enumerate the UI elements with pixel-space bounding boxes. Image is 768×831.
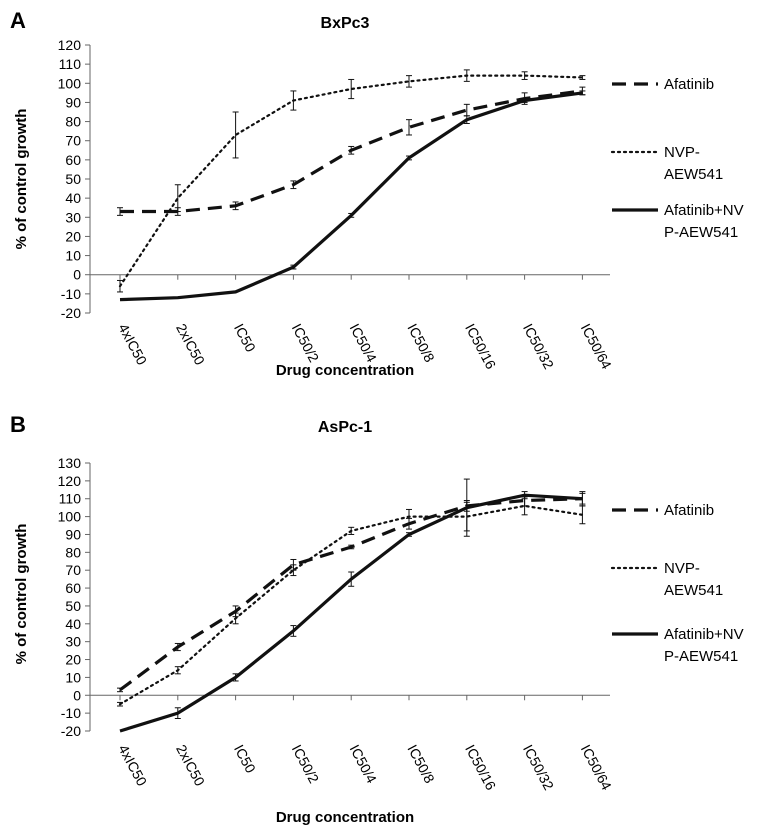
y-tick-label: 80 — [65, 114, 81, 130]
x-tick-label: 4xIC50 — [115, 742, 150, 789]
y-tick-label: 40 — [65, 190, 81, 206]
x-tick-label: 2xIC50 — [173, 742, 208, 789]
panel-letter-a: A — [10, 8, 26, 33]
y-tick-label: 110 — [59, 491, 82, 507]
series-line-nvp-aew541 — [118, 504, 584, 706]
x-axis-title: Drug concentration — [276, 362, 414, 379]
legend-label-afatinib: Afatinib — [664, 76, 714, 93]
x-tick-label: IC50 — [231, 742, 259, 776]
x-tick-label: IC50/16 — [462, 321, 499, 372]
x-tick-label: IC50/64 — [578, 742, 615, 793]
y-tick-label: -10 — [61, 286, 81, 302]
panel-letter-b: B — [10, 412, 26, 437]
y-tick-label: -20 — [61, 723, 81, 739]
legend-label-nvp-aew541: NVP-AEW541 — [664, 144, 723, 183]
x-tick-label: 4xIC50 — [115, 321, 150, 368]
x-tick-label: IC50/8 — [404, 321, 438, 365]
x-tick-label: 2xIC50 — [173, 321, 208, 368]
y-tick-label: 70 — [65, 562, 81, 578]
y-tick-label: 90 — [65, 94, 81, 110]
y-tick-label: 120 — [58, 37, 82, 53]
y-tick-label: 60 — [65, 580, 81, 596]
y-tick-label: 20 — [65, 228, 81, 244]
y-tick-label: 0 — [73, 267, 81, 283]
chart-title: BxPc3 — [321, 15, 370, 32]
x-tick-label: IC50/4 — [347, 321, 381, 365]
x-tick-label: IC50/64 — [578, 321, 615, 372]
y-tick-label: 100 — [58, 75, 82, 91]
x-tick-label: IC50/16 — [462, 742, 499, 793]
chart-title: AsPc-1 — [318, 419, 372, 436]
y-tick-label: 120 — [58, 473, 82, 489]
y-tick-label: -10 — [61, 705, 81, 721]
y-tick-label: 100 — [58, 509, 82, 525]
series-line-afatinib-nvp-aew541 — [119, 91, 583, 302]
x-tick-label: IC50/32 — [520, 321, 557, 372]
x-tick-label: IC50 — [231, 321, 259, 355]
y-tick-label: 10 — [65, 248, 81, 264]
y-tick-label: 90 — [65, 526, 81, 542]
legend-label-afatinib-nvp-aew541: Afatinib+NV P-AEW541 — [664, 202, 744, 241]
y-tick-label: -20 — [61, 305, 81, 321]
x-tick-label: IC50/2 — [289, 742, 323, 786]
y-tick-label: 30 — [65, 209, 81, 225]
y-tick-label: 10 — [65, 669, 81, 685]
x-tick-label: IC50/32 — [520, 742, 557, 793]
y-tick-label: 130 — [58, 455, 82, 471]
legend-label-nvp-aew541: NVP-AEW541 — [664, 560, 723, 599]
y-tick-label: 50 — [65, 171, 81, 187]
x-tick-label: IC50/8 — [404, 742, 438, 786]
x-tick-label: IC50/2 — [289, 321, 323, 365]
y-tick-label: 80 — [65, 544, 81, 560]
y-tick-label: 110 — [59, 56, 82, 72]
legend-label-afatinib-nvp-aew541: Afatinib+NV P-AEW541 — [664, 626, 744, 665]
y-tick-label: 60 — [65, 152, 81, 168]
x-axis-title: Drug concentration — [276, 809, 414, 826]
x-tick-label: IC50/4 — [347, 742, 381, 786]
y-tick-label: 40 — [65, 616, 81, 632]
y-tick-label: 30 — [65, 634, 81, 650]
y-axis-title: % of control growth — [13, 109, 30, 250]
y-tick-label: 0 — [73, 687, 81, 703]
legend-label-afatinib: Afatinib — [664, 502, 714, 519]
y-axis-title: % of control growth — [13, 524, 30, 665]
y-tick-label: 50 — [65, 598, 81, 614]
y-tick-label: 70 — [65, 133, 81, 149]
series-line-nvp-aew541 — [118, 74, 584, 288]
y-tick-label: 20 — [65, 652, 81, 668]
